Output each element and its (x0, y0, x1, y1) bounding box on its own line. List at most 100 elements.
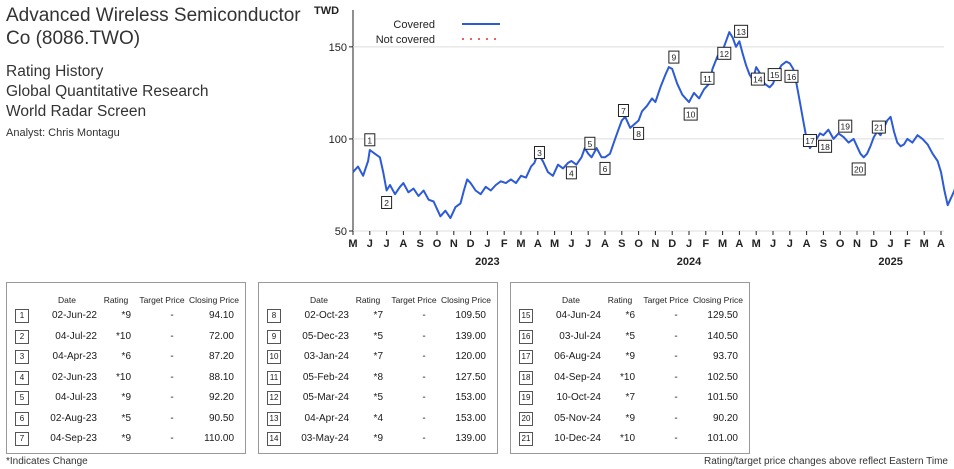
row-target-price: - (422, 330, 426, 342)
subtitle-rating-history: Rating History (6, 63, 104, 80)
rating-marker (734, 24, 749, 38)
row-rating: *9 (121, 310, 131, 321)
row-date: 06-Aug-24 (554, 351, 601, 362)
x-tick-label: J (686, 238, 692, 250)
row-date: 03-Jul-24 (559, 330, 601, 342)
row-rating: *5 (121, 412, 131, 424)
x-tick-label: J (484, 238, 490, 250)
row-date: 05-Feb-24 (302, 371, 349, 383)
rating-marker-label: 19 (841, 122, 851, 132)
x-tick-label: O (433, 238, 442, 250)
table-row: 6 02-Aug-23 *5 - 90.50 (7, 410, 245, 428)
rating-marker-label: 12 (720, 49, 730, 59)
x-tick-label: N (450, 238, 458, 250)
y-tick-label: 150 (329, 42, 347, 54)
header-target: Target Price (139, 295, 185, 305)
rating-marker-label: 4 (569, 168, 574, 178)
row-number: 17 (519, 350, 533, 364)
row-date: 05-Nov-24 (554, 412, 601, 424)
rating-table-3: Date Rating Target Price Closing Price 15 04-… (510, 282, 750, 454)
subtitle-research: Global Quantitative Research (6, 83, 209, 100)
header-rating: Rating (607, 295, 633, 305)
row-closing-price: 92.20 (208, 392, 234, 403)
row-closing-price: 101.00 (707, 433, 738, 444)
row-rating: *10 (115, 330, 131, 342)
row-date: 04-Sep-23 (50, 433, 97, 444)
x-tick-label: F (702, 238, 709, 250)
header-target: Target Price (391, 295, 437, 305)
legend-label: Not covered (376, 34, 435, 46)
x-tick-label: J (888, 238, 894, 250)
table-row: 8 02-Oct-23 *7 - 109.50 (259, 307, 497, 325)
rating-marker-label: 10 (686, 110, 696, 120)
x-tick-label: J (585, 238, 591, 250)
header-date: Date (310, 295, 328, 305)
x-tick-label: A (534, 238, 542, 250)
row-target-price: - (422, 412, 426, 424)
row-closing-price: 129.50 (707, 310, 738, 321)
row-number: 12 (267, 391, 281, 405)
table-row: 4 02-Jun-23 *10 - 88.10 (7, 369, 245, 387)
x-tick-label: M (550, 238, 559, 250)
table-row: 16 03-Jul-24 *5 - 140.50 (511, 328, 749, 346)
rating-marker (871, 120, 886, 134)
table-row: 15 04-Jun-24 *6 - 129.50 (511, 307, 749, 325)
row-target-price: - (422, 433, 426, 444)
row-rating: *9 (625, 412, 635, 424)
table-row: 11 05-Feb-24 *8 - 127.50 (259, 369, 497, 387)
x-tick-label: A (399, 238, 407, 250)
table-row: 12 05-Mar-24 *5 - 153.00 (259, 389, 497, 407)
rating-marker (700, 71, 715, 85)
rating-marker (668, 50, 680, 64)
row-date: 02-Aug-23 (50, 412, 97, 424)
rating-marker (838, 119, 853, 133)
x-tick-label: A (803, 238, 811, 250)
row-date: 05-Mar-24 (302, 392, 349, 403)
x-tick-label: M (516, 238, 525, 250)
row-target-price: - (170, 412, 174, 424)
row-number: 15 (519, 309, 533, 323)
row-date: 03-Jan-24 (303, 351, 349, 362)
rating-marker (565, 166, 577, 180)
table-row: 9 05-Dec-23 *5 - 139.00 (259, 328, 497, 346)
rating-marker-label: 17 (805, 136, 815, 146)
x-tick-label: M (752, 238, 761, 250)
row-rating: *5 (373, 392, 383, 403)
row-date: 02-Oct-23 (304, 310, 349, 321)
page-title: Advanced Wireless Semiconductor Co (8086… (6, 5, 301, 49)
row-rating: *4 (373, 412, 383, 424)
row-date: 10-Dec-24 (554, 433, 601, 444)
row-target-price: - (674, 392, 678, 403)
year-label: 2025 (878, 256, 902, 268)
rating-marker-label: 1 (367, 135, 372, 145)
row-rating: *8 (373, 371, 383, 383)
rating-marker (818, 139, 833, 153)
y-tick-label: 100 (329, 134, 347, 146)
row-target-price: - (674, 371, 678, 383)
table-row: 1 02-Jun-22 *9 - 94.10 (7, 307, 245, 325)
row-rating: *10 (619, 371, 635, 383)
footnote-eastern-time: Rating/target price changes above reflec… (703, 456, 948, 467)
row-closing-price: 120.00 (455, 351, 486, 362)
row-rating: *9 (373, 433, 383, 444)
table-row: 17 06-Aug-24 *9 - 93.70 (511, 348, 749, 366)
row-closing-price: 94.10 (208, 310, 234, 321)
table-header: Date Rating Target Price Closing Price (7, 291, 245, 313)
row-number: 21 (519, 432, 533, 446)
row-closing-price: 87.20 (208, 351, 234, 362)
rating-marker (633, 126, 645, 140)
rating-marker-label: 11 (703, 74, 712, 84)
table-row: 2 04-Jul-22 *10 - 72.00 (7, 328, 245, 346)
x-tick-label: N (651, 238, 659, 250)
row-rating: *10 (115, 371, 131, 383)
table-row: 5 04-Jul-23 *9 - 92.20 (7, 389, 245, 407)
header-rating: Rating (103, 295, 129, 305)
header-date: Date (58, 295, 76, 305)
row-closing-price: 102.50 (707, 371, 738, 383)
row-number: 14 (267, 432, 281, 446)
rating-table-2: Date Rating Target Price Closing Price 8 02-O… (258, 282, 498, 454)
footnote-change: *Indicates Change (6, 456, 88, 467)
row-target-price: - (674, 351, 678, 362)
x-tick-label: S (618, 238, 625, 250)
x-tick-label: F (904, 238, 911, 250)
